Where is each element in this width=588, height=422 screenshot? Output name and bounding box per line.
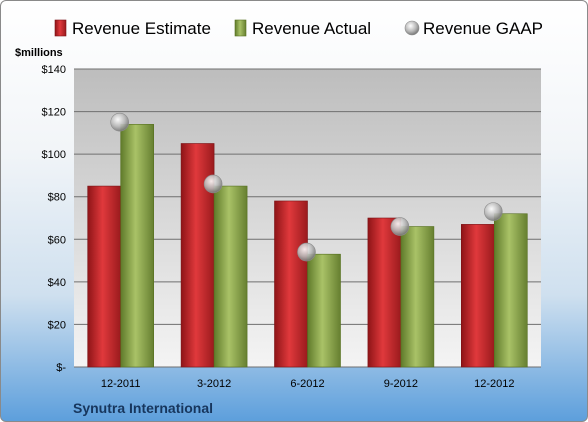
revenue-actual-bar: [493, 213, 528, 368]
revenue-estimate-bar: [274, 200, 308, 368]
y-tick-label: $100: [42, 149, 66, 161]
revenue-estimate-bar: [460, 224, 495, 368]
revenue-gaap-marker: [203, 174, 223, 194]
revenue-actual-bar: [213, 185, 248, 368]
x-axis: 12-2011 3-2012 6-2012 9-2012 12-2012: [101, 378, 515, 390]
revenue-estimate-bar: [87, 185, 121, 368]
legend-swatch-actual: [234, 19, 247, 37]
bars: [87, 124, 528, 368]
revenue-gaap-marker: [483, 202, 503, 221]
legend-swatch-estimate: [54, 19, 67, 37]
x-tick-label: 6-2012: [290, 378, 324, 390]
gaap-markers: [110, 112, 503, 262]
x-tick-label: 3-2012: [197, 378, 231, 390]
y-units-label: $millions: [15, 47, 63, 59]
revenue-actual-bar: [120, 124, 154, 368]
y-tick-label: $20: [48, 319, 66, 331]
y-tick-label: $120: [42, 107, 66, 119]
legend-label: Revenue GAAP: [423, 19, 543, 38]
legend-label: Revenue Estimate: [72, 19, 211, 38]
y-tick-label: $140: [42, 64, 66, 76]
revenue-gaap-marker: [110, 112, 129, 132]
revenue-actual-bar: [307, 253, 341, 368]
revenue-gaap-marker: [297, 242, 316, 262]
revenue-gaap-marker: [390, 217, 410, 236]
x-tick-label: 9-2012: [384, 378, 418, 390]
x-tick-label: 12-2012: [474, 378, 514, 390]
y-tick-label: $80: [48, 192, 66, 204]
revenue-estimate-bar: [367, 217, 402, 368]
legend: Revenue Estimate Revenue Actual Revenue GA…: [54, 19, 543, 38]
revenue-actual-bar: [400, 226, 435, 368]
y-tick-label: $-: [56, 362, 66, 374]
company-name: Synutra International: [73, 400, 213, 416]
y-axis: $- $20 $40 $60 $80 $100 $120 $140: [42, 64, 67, 374]
legend-label: Revenue Actual: [252, 19, 371, 38]
x-tick-label: 12-2011: [101, 378, 141, 390]
y-tick-label: $40: [48, 277, 66, 289]
legend-swatch-gaap: [404, 20, 420, 36]
y-tick-label: $60: [48, 234, 66, 246]
